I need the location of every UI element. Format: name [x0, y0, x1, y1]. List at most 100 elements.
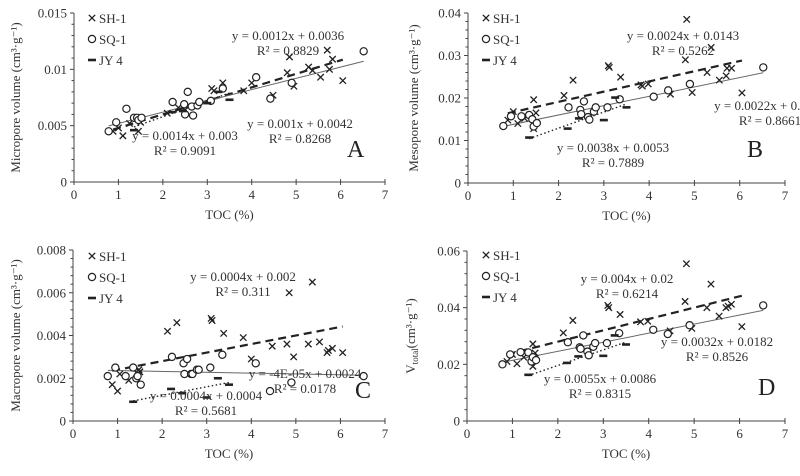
data-point-sq1	[531, 355, 541, 365]
data-point-sh1	[240, 87, 248, 95]
series-jy4	[129, 90, 234, 132]
legend: SH-1 SQ-1 JY 4	[87, 249, 126, 306]
r-squared-sq1: R² = 0.8526	[686, 349, 749, 364]
data-point-sq1	[194, 365, 203, 374]
equation-jy4: y = 0.0055x + 0.0086	[544, 371, 657, 386]
series-sh1	[108, 278, 347, 395]
x-tick-label: 2	[555, 426, 562, 441]
data-point-sq1	[265, 386, 275, 396]
r-squared-sq1: R² = 0.8661	[739, 113, 800, 128]
x-tick-label: 6	[736, 426, 743, 441]
legend-label-sq1: SQ-1	[99, 270, 126, 285]
legend-marker-sh1	[88, 252, 96, 260]
panel-letter: B	[747, 137, 763, 163]
data-point-sh1	[605, 304, 613, 312]
legend-label-sh1: SH-1	[493, 11, 520, 26]
data-point-sh1	[604, 301, 612, 310]
x-tick-label: 6	[337, 426, 344, 441]
data-point-sh1	[173, 319, 181, 327]
legend-marker-sq1	[87, 272, 97, 282]
legend-label-jy4: JY 4	[493, 290, 517, 305]
x-axis-label: TOC (%)	[602, 446, 651, 461]
data-point-sh1	[324, 346, 333, 355]
y-tick-label: 0.04	[438, 6, 461, 21]
data-point-sh1	[513, 360, 521, 368]
data-point-sh1	[323, 46, 331, 54]
data-point-sq1	[579, 97, 589, 106]
data-point-sh1	[688, 88, 696, 97]
x-tick-label: 4	[248, 187, 255, 202]
trendline-sh1	[507, 59, 743, 115]
data-point-sh1	[715, 76, 723, 84]
equation-jy4: y = 0.0014x + 0.003	[132, 128, 238, 143]
data-point-sh1	[681, 56, 690, 64]
legend-label-jy4: JY 4	[99, 291, 123, 306]
x-tick-label: 5	[691, 188, 698, 203]
data-point-sq1	[182, 354, 192, 364]
x-tick-label: 3	[601, 188, 608, 203]
data-point-sq1	[218, 84, 228, 93]
x-tick-label: 2	[159, 426, 166, 441]
data-point-sq1	[663, 329, 672, 339]
x-tick-label: 4	[646, 188, 653, 203]
data-point-sh1	[560, 91, 568, 100]
data-point-sq1	[251, 359, 260, 368]
legend-label-sh1: SH-1	[493, 248, 520, 263]
data-point-sh1	[616, 73, 625, 81]
data-point-sh1	[683, 15, 691, 24]
data-point-sq1	[121, 371, 130, 381]
x-tick-label: 7	[782, 188, 789, 203]
equation-sh1: y = 0.004x + 0.02	[581, 271, 674, 286]
data-point-sq1	[359, 371, 368, 381]
data-point-sh1	[108, 381, 116, 389]
series-sq1	[104, 47, 368, 136]
data-point-sh1	[315, 338, 324, 346]
data-point-sq1	[758, 301, 768, 310]
data-point-sh1	[208, 316, 216, 325]
legend-label-sq1: SQ-1	[493, 32, 520, 47]
panel-b: 0 1 2 3 4 5 6 7 0 0.01 0.02 0.03 0.04 TOC (%) Mesopore…	[406, 6, 800, 224]
data-point-sq1	[359, 47, 368, 56]
data-point-sh1	[638, 82, 647, 90]
x-tick-label: 5	[293, 426, 300, 441]
y-tick-label: 0	[455, 176, 462, 191]
data-point-sh1	[605, 63, 613, 72]
y-tick-label: 0.02	[437, 357, 460, 372]
x-tick-label: 7	[782, 426, 789, 441]
x-tick-label: 3	[203, 426, 210, 441]
equation-jy4: y = 0.0038x + 0.0053	[557, 140, 669, 155]
y-tick-label: 0	[61, 175, 68, 190]
r-squared-sh1: R² = 0.311	[215, 284, 270, 299]
data-point-sh1	[569, 76, 577, 84]
series-sq1	[499, 63, 768, 131]
legend-label-sq1: SQ-1	[99, 32, 126, 47]
r-squared-sh1: R² = 0.5262	[652, 43, 714, 58]
r-squared-jy4: R² = 0.5681	[175, 403, 237, 418]
series-jy4	[525, 96, 631, 139]
data-point-sh1	[325, 65, 334, 73]
data-point-sh1	[703, 68, 711, 77]
data-point-sh1	[163, 327, 172, 335]
data-point-sq1	[590, 338, 600, 348]
data-point-sq1	[602, 338, 612, 348]
y-tick-label: 0.008	[37, 243, 66, 258]
data-point-sh1	[316, 73, 325, 81]
y-tick-label: 0	[60, 414, 67, 429]
x-tick-label: 4	[645, 426, 652, 441]
x-tick-label: 5	[691, 426, 698, 441]
data-point-sh1	[530, 96, 538, 104]
data-point-sh1	[219, 329, 228, 338]
data-point-sh1	[207, 314, 215, 323]
y-tick-label: 0.01	[438, 133, 461, 148]
legend-label-sh1: SH-1	[99, 11, 126, 26]
x-tick-label: 7	[382, 426, 389, 441]
x-tick-label: 7	[382, 187, 389, 202]
x-tick-label: 2	[160, 187, 167, 202]
data-point-sh1	[328, 344, 337, 352]
x-tick-label: 0	[465, 188, 472, 203]
data-point-sh1	[682, 260, 691, 268]
legend-marker-sh1	[482, 251, 490, 259]
series-jy4	[129, 376, 233, 404]
equation-sq1: y = 0.0032x + 0.0182	[661, 334, 773, 349]
